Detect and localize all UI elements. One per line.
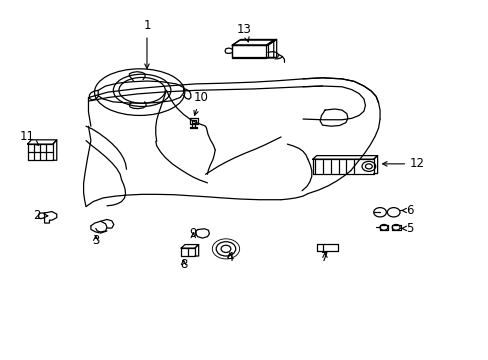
Text: 10: 10	[193, 91, 207, 115]
Text: 9: 9	[189, 227, 197, 240]
Text: 8: 8	[180, 258, 187, 271]
Text: 3: 3	[92, 234, 99, 247]
Text: 4: 4	[225, 251, 233, 264]
Text: 1: 1	[143, 19, 150, 68]
Text: 7: 7	[321, 251, 328, 264]
Text: 6: 6	[400, 204, 413, 217]
Text: 5: 5	[400, 222, 413, 235]
Text: 11: 11	[20, 130, 39, 145]
Text: 2: 2	[34, 210, 48, 222]
Text: 12: 12	[382, 157, 424, 170]
Text: 13: 13	[237, 23, 251, 42]
